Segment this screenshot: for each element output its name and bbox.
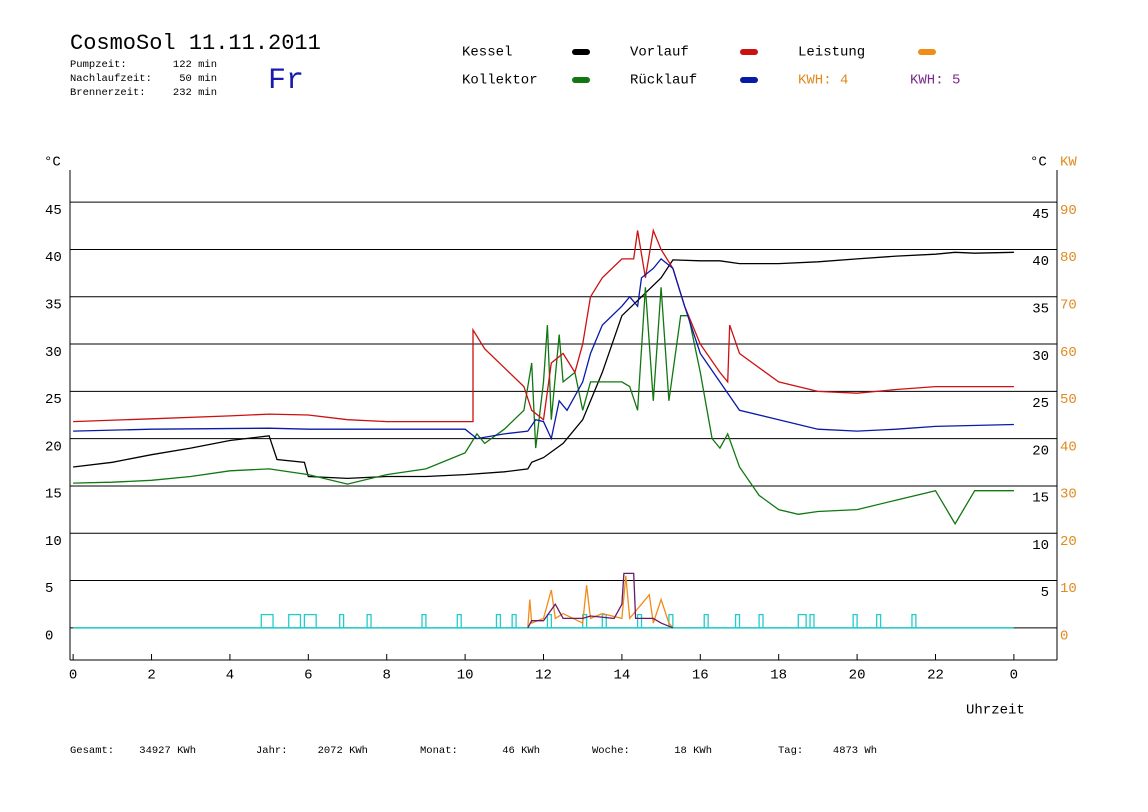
y-right-tick-label: 10	[1032, 538, 1049, 554]
y2-tick-label: 60	[1060, 345, 1077, 361]
x-tick-label: 6	[304, 668, 312, 684]
series-line	[73, 251, 1014, 480]
y2-tick-label: 40	[1060, 439, 1077, 455]
kwh-label: KWH: 4	[798, 73, 848, 89]
y2-tick-label: 70	[1060, 297, 1077, 313]
x-tick-label: 20	[849, 668, 866, 684]
y-right-tick-label: 15	[1032, 491, 1049, 507]
y2-tick-label: 90	[1060, 203, 1077, 219]
stat-value: 34927 KWh	[139, 745, 196, 757]
pump-pulse	[546, 613, 552, 629]
stat-value: 4873 Wh	[833, 745, 877, 757]
series-line	[527, 572, 674, 629]
pump-pulse	[421, 613, 427, 629]
info-value: 50 min	[179, 73, 217, 85]
y-tick-label: 20	[45, 439, 62, 455]
pump-pulse	[809, 613, 815, 629]
y2-tick-label: 80	[1060, 250, 1077, 266]
x-tick-label: 8	[383, 668, 391, 684]
y-tick-label: 35	[45, 297, 62, 313]
legend-label: Kollektor	[462, 73, 538, 89]
y-tick-label: 0	[45, 629, 53, 645]
info-label: Brennerzeit:	[70, 87, 146, 99]
chart-title: CosmoSol 11.11.2011	[70, 31, 321, 56]
pump-pulse	[758, 613, 764, 629]
x-tick-label: 4	[226, 668, 234, 684]
x-tick-label: 12	[535, 668, 552, 684]
x-axis-label: Uhrzeit	[966, 703, 1025, 719]
y2-axis-label: KW	[1060, 155, 1077, 171]
y-right-tick-label: 25	[1032, 396, 1049, 412]
stat-label: Jahr:	[256, 745, 288, 757]
x-tick-label: 2	[147, 668, 155, 684]
y-right-tick-label: 45	[1032, 207, 1049, 223]
pump-pulse	[636, 613, 643, 629]
x-tick-label: 0	[1010, 668, 1018, 684]
y-tick-label: 15	[45, 487, 62, 503]
x-tick-label: 0	[69, 668, 77, 684]
y-tick-label: 45	[45, 203, 62, 219]
info-value: 232 min	[173, 87, 217, 99]
pump-pulse	[703, 613, 709, 629]
x-tick-label: 18	[770, 668, 787, 684]
stat-label: Tag:	[778, 745, 803, 757]
y-tick-label: 5	[45, 581, 53, 597]
stat-label: Monat:	[420, 745, 458, 757]
stat-value: 18 KWh	[674, 745, 712, 757]
kwh-label: KWH: 5	[910, 73, 960, 89]
pump-pulse	[495, 613, 502, 629]
stat-label: Gesamt:	[70, 745, 114, 757]
info-label: Nachlaufzeit:	[70, 73, 152, 85]
series-line	[73, 257, 1014, 441]
pump-pulse	[601, 613, 607, 629]
y-tick-label: 25	[45, 392, 62, 408]
x-tick-label: 22	[927, 668, 944, 684]
y2-tick-label: 20	[1060, 534, 1077, 550]
x-tick-label: 10	[457, 668, 474, 684]
y-right-tick-label: 35	[1032, 301, 1049, 317]
y-tick-label: 40	[45, 250, 62, 266]
legend-label: Vorlauf	[630, 45, 689, 61]
legend-label: Rücklauf	[630, 73, 697, 89]
pump-pulse	[511, 613, 517, 629]
pump-pulse	[734, 613, 741, 629]
y-tick-label: 10	[45, 534, 62, 550]
series-line	[73, 287, 1014, 526]
legend-label: Kessel	[462, 45, 512, 61]
x-tick-label: 14	[613, 668, 630, 684]
y-right-tick-label: 5	[1041, 585, 1049, 601]
pump-pulse	[852, 613, 858, 629]
stat-label: Woche:	[592, 745, 630, 757]
pump-pulse	[456, 613, 462, 629]
y-axis-label: °C	[44, 155, 61, 171]
info-label: Pumpzeit:	[70, 59, 127, 71]
legend-label: Leistung	[798, 45, 865, 61]
pump-pulse	[797, 613, 807, 629]
stat-value: 2072 KWh	[318, 745, 368, 757]
pump-pulse	[260, 613, 274, 629]
pump-pulse	[911, 613, 917, 629]
y-right-tick-label: 30	[1032, 349, 1049, 365]
series-line	[527, 575, 674, 629]
y-right-tick-label: 40	[1032, 254, 1049, 270]
pump-pulse	[339, 613, 345, 629]
y2-tick-label: 0	[1060, 629, 1068, 645]
y2-tick-label: 30	[1060, 487, 1077, 503]
info-value: 122 min	[173, 59, 217, 71]
y-right-tick-label: 20	[1032, 443, 1049, 459]
pump-pulse	[876, 613, 882, 629]
pump-pulse	[303, 613, 317, 629]
x-tick-label: 16	[692, 668, 709, 684]
y-right-label: °C	[1030, 155, 1047, 171]
stat-value: 46 KWh	[502, 745, 540, 757]
pump-pulse	[366, 613, 372, 629]
series-line	[73, 228, 1014, 423]
weekday: Fr	[268, 64, 304, 98]
y-tick-label: 30	[45, 345, 62, 361]
y2-tick-label: 50	[1060, 392, 1077, 408]
pump-pulse	[288, 613, 302, 629]
y2-tick-label: 10	[1060, 581, 1077, 597]
